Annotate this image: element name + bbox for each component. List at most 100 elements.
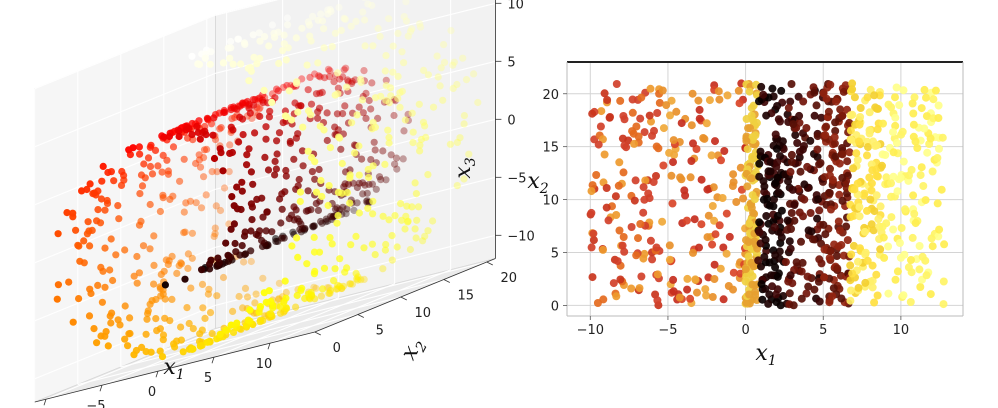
data-point: [355, 171, 363, 179]
data-point: [459, 54, 467, 62]
data-point: [78, 187, 86, 195]
data-point: [161, 281, 169, 289]
data-point: [834, 217, 843, 226]
data-point: [182, 126, 190, 134]
y-tick: [400, 296, 407, 301]
data-point: [927, 234, 936, 243]
data-point: [449, 61, 457, 69]
data-point: [203, 338, 211, 346]
data-point: [326, 67, 334, 75]
data-point: [826, 247, 835, 256]
data-point: [921, 256, 930, 265]
data-point: [351, 149, 359, 157]
z-tick-label: 10: [507, 0, 524, 12]
grid-line: [215, 0, 279, 16]
data-point: [593, 299, 602, 307]
data-point: [928, 242, 937, 251]
data-point: [630, 196, 639, 205]
x-axis-label: x1: [163, 355, 184, 383]
data-point: [878, 161, 886, 170]
data-point: [797, 294, 806, 303]
data-point: [106, 266, 114, 274]
data-point: [283, 14, 291, 22]
data-point: [797, 237, 805, 246]
data-point: [312, 90, 321, 98]
data-point: [296, 188, 305, 196]
data-point: [922, 112, 931, 121]
data-point: [259, 274, 267, 282]
data-point: [251, 299, 259, 307]
data-point: [722, 249, 731, 258]
data-point: [284, 21, 292, 29]
grid-line: [215, 176, 496, 248]
data-point: [352, 232, 360, 240]
data-point: [847, 135, 856, 144]
data-point: [911, 137, 920, 146]
data-point: [226, 149, 234, 157]
data-point: [739, 194, 748, 203]
data-point: [786, 244, 795, 253]
data-point: [278, 205, 286, 213]
data-point: [87, 289, 95, 298]
data-point: [258, 236, 266, 245]
data-point: [379, 265, 387, 273]
data-point: [702, 291, 711, 300]
data-point: [256, 37, 264, 45]
data-point: [742, 137, 751, 145]
data-point: [315, 72, 323, 80]
data-point: [97, 332, 105, 340]
grid-line: [120, 296, 401, 368]
data-point: [308, 168, 316, 176]
data-point: [635, 284, 644, 293]
data-point: [227, 225, 235, 233]
data-point: [219, 59, 227, 67]
data-point: [814, 195, 823, 204]
data-point: [335, 3, 343, 11]
data-point: [602, 203, 611, 212]
data-point: [849, 164, 858, 173]
data-point: [318, 192, 326, 201]
data-point: [347, 241, 355, 249]
data-point: [710, 216, 719, 225]
data-point: [245, 145, 253, 153]
data-point: [104, 168, 112, 177]
data-point: [249, 31, 257, 39]
data-point: [265, 113, 273, 121]
data-point: [385, 139, 393, 147]
data-point: [142, 348, 150, 356]
data-point: [639, 208, 648, 217]
data-point: [807, 227, 816, 236]
data-point: [183, 304, 191, 312]
data-point: [93, 217, 101, 225]
data-point: [869, 226, 878, 235]
data-point: [825, 298, 834, 307]
data-point: [604, 216, 613, 225]
data-point: [916, 283, 925, 291]
data-point: [745, 290, 754, 299]
data-point: [689, 139, 697, 148]
x-tick: [99, 385, 103, 392]
data-point: [184, 250, 192, 258]
data-point: [304, 290, 312, 298]
data-point: [346, 174, 354, 182]
data-point: [634, 132, 643, 141]
data-point: [69, 318, 77, 326]
data-point: [293, 234, 301, 242]
data-point: [870, 207, 879, 216]
data-point: [355, 142, 363, 150]
data-point: [802, 124, 811, 132]
data-point: [328, 43, 336, 51]
data-point: [160, 133, 168, 141]
data-point: [863, 93, 872, 102]
data-point: [747, 258, 756, 267]
data-point: [711, 137, 719, 146]
data-point: [385, 15, 393, 23]
data-point: [199, 304, 207, 312]
data-point: [304, 147, 312, 155]
grid-line: [215, 60, 496, 132]
data-point: [112, 251, 120, 259]
data-point: [715, 221, 724, 230]
data-point: [331, 265, 339, 273]
data-point: [227, 106, 235, 114]
data-point: [745, 219, 754, 228]
